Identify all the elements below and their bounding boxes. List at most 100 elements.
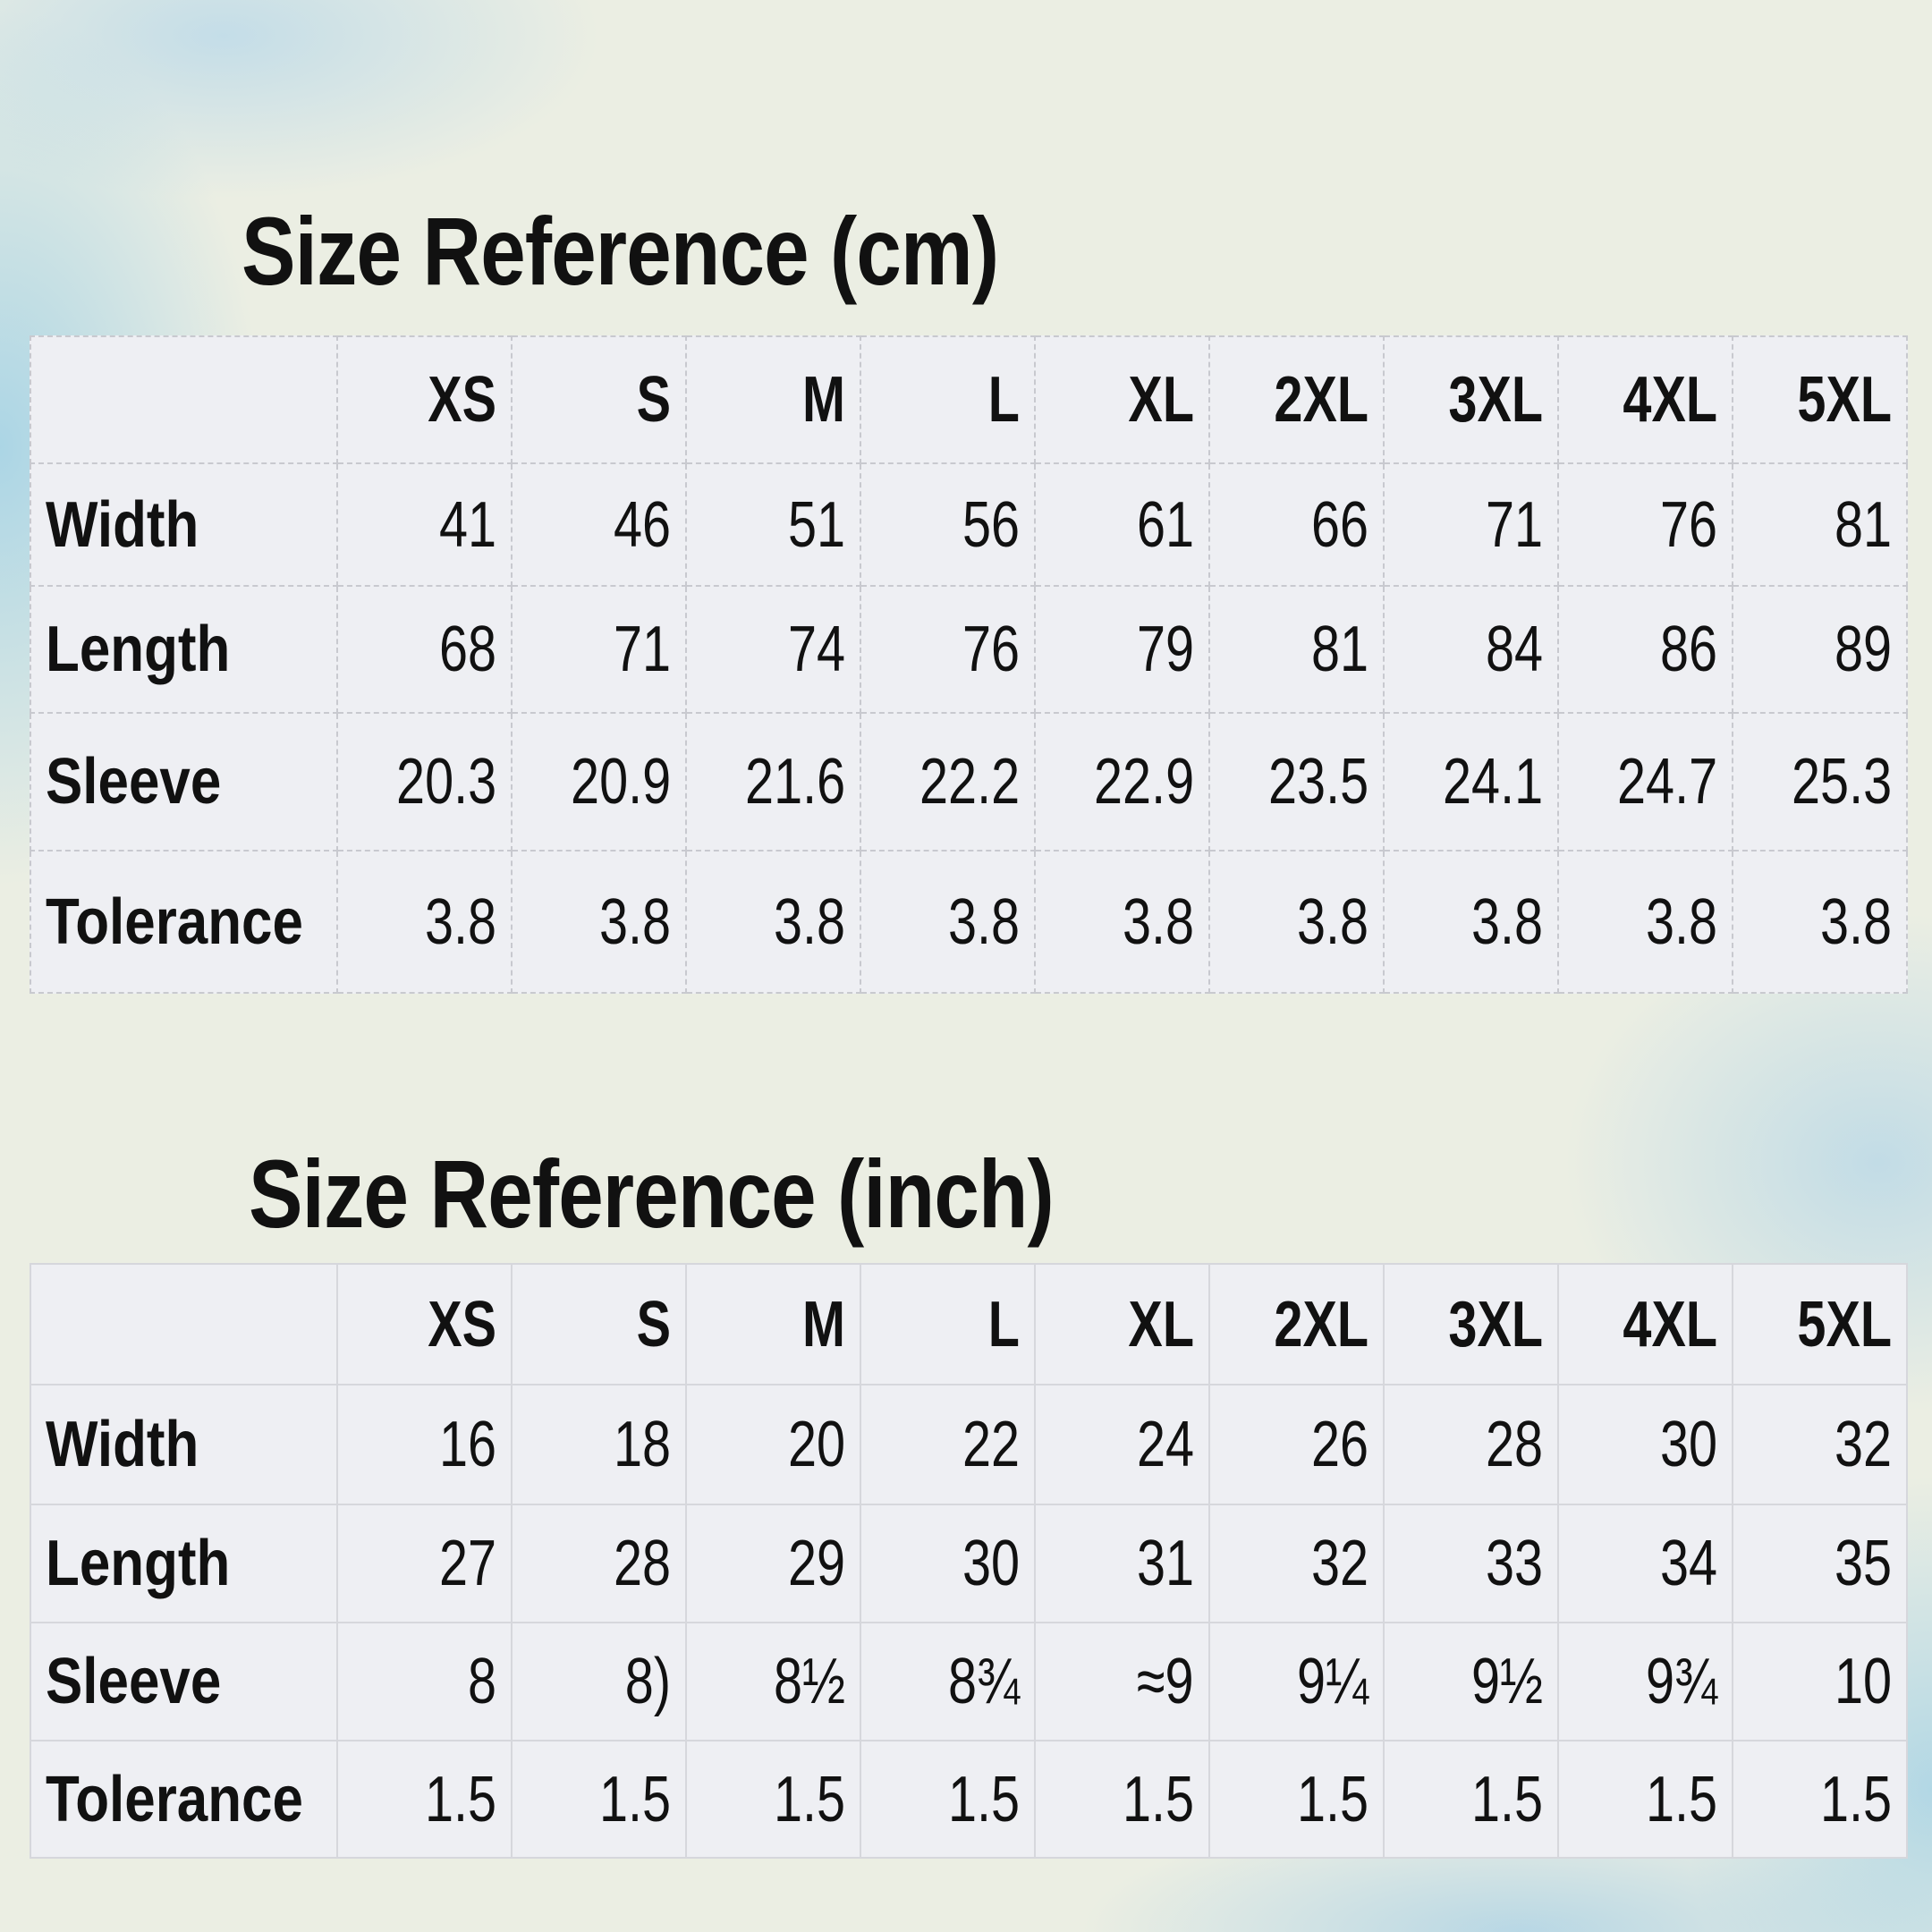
size-header-2xl: 2XL [1208,1263,1385,1385]
value-cell: 71 [511,585,687,714]
value-cell: 32 [1732,1384,1908,1505]
value-cell: 1.5 [685,1740,861,1859]
value-cell: 3.8 [1034,850,1210,994]
value-cell: 29 [685,1504,861,1623]
inch-table-title: Size Reference (inch) [249,1140,1055,1248]
value-cell: 3.8 [685,850,861,994]
value-cell: 81 [1208,585,1385,714]
value-cell: 25.3 [1732,712,1908,852]
value-cell: 20.3 [336,712,513,852]
size-header-3xl: 3XL [1383,335,1559,464]
size-header-l: L [860,335,1036,464]
size-header-4xl: 4XL [1557,1263,1733,1385]
value-cell: 9¼ [1208,1622,1385,1741]
value-cell: 30 [860,1504,1036,1623]
value-cell: 46 [511,462,687,587]
value-cell: 3.8 [1208,850,1385,994]
table-row-sleeve: Sleeve 8 8) 8½ 8¾ ≈9 9¼ 9½ 9¾ 10 [30,1622,1908,1741]
table-row-length: Length 68 71 74 76 79 81 84 86 89 [30,585,1908,714]
value-cell: 20.9 [511,712,687,852]
value-cell: 27 [336,1504,513,1623]
table-row-length: Length 27 28 29 30 31 32 33 34 35 [30,1504,1908,1623]
row-label: Length [30,585,338,714]
value-cell: 24.1 [1383,712,1559,852]
value-cell: 3.8 [511,850,687,994]
value-cell: 31 [1034,1504,1210,1623]
value-cell: 1.5 [1383,1740,1559,1859]
value-cell: 1.5 [1034,1740,1210,1859]
value-cell: 30 [1557,1384,1733,1505]
value-cell: 79 [1034,585,1210,714]
value-cell: 8½ [685,1622,861,1741]
size-header-m: M [685,335,861,464]
row-label: Width [30,1384,338,1505]
value-cell: 23.5 [1208,712,1385,852]
value-cell: 41 [336,462,513,587]
row-label: Width [30,462,338,587]
size-header-m: M [685,1263,861,1385]
corner-cell [30,335,338,464]
value-cell: 89 [1732,585,1908,714]
value-cell: 8 [336,1622,513,1741]
value-cell: 84 [1383,585,1559,714]
value-cell: 24 [1034,1384,1210,1505]
value-cell: 24.7 [1557,712,1733,852]
value-cell: 1.5 [336,1740,513,1859]
row-label: Tolerance [30,850,338,994]
value-cell: 3.8 [1557,850,1733,994]
table-row-tolerance: Tolerance 1.5 1.5 1.5 1.5 1.5 1.5 1.5 1.5 1.5 [30,1740,1908,1859]
value-cell: 76 [1557,462,1733,587]
size-header-4xl: 4XL [1557,335,1733,464]
value-cell: 68 [336,585,513,714]
size-header-l: L [860,1263,1036,1385]
value-cell: 32 [1208,1504,1385,1623]
value-cell: 16 [336,1384,513,1505]
size-header-xs: XS [336,335,513,464]
size-header-2xl: 2XL [1208,335,1385,464]
value-cell: 33 [1383,1504,1559,1623]
size-header-5xl: 5XL [1732,1263,1908,1385]
value-cell: 3.8 [1383,850,1559,994]
table-row-sleeve: Sleeve 20.3 20.9 21.6 22.2 22.9 23.5 24.1 24.7 25… [30,712,1908,852]
size-header-5xl: 5XL [1732,335,1908,464]
value-cell: 21.6 [685,712,861,852]
value-cell: 9½ [1383,1622,1559,1741]
table-row-width: Width 16 18 20 22 24 26 28 30 32 [30,1384,1908,1505]
size-header-s: S [511,1263,687,1385]
header-row: XS S M L XL 2XL 3XL 4XL 5XL [30,1263,1908,1385]
value-cell: 76 [860,585,1036,714]
value-cell: 22.2 [860,712,1036,852]
table-row-tolerance: Tolerance 3.8 3.8 3.8 3.8 3.8 3.8 3.8 3.8 3.8 [30,850,1908,994]
value-cell: 22 [860,1384,1036,1505]
size-header-xl: XL [1034,1263,1210,1385]
value-cell: 81 [1732,462,1908,587]
value-cell: 9¾ [1557,1622,1733,1741]
value-cell: 3.8 [1732,850,1908,994]
cm-table-title: Size Reference (cm) [242,197,999,305]
value-cell: 8) [511,1622,687,1741]
value-cell: 1.5 [1732,1740,1908,1859]
value-cell: ≈9 [1034,1622,1210,1741]
value-cell: 18 [511,1384,687,1505]
value-cell: 3.8 [336,850,513,994]
value-cell: 74 [685,585,861,714]
size-header-s: S [511,335,687,464]
value-cell: 71 [1383,462,1559,587]
size-header-xl: XL [1034,335,1210,464]
value-cell: 86 [1557,585,1733,714]
value-cell: 51 [685,462,861,587]
value-cell: 34 [1557,1504,1733,1623]
row-label: Sleeve [30,712,338,852]
value-cell: 22.9 [1034,712,1210,852]
value-cell: 10 [1732,1622,1908,1741]
value-cell: 28 [511,1504,687,1623]
value-cell: 66 [1208,462,1385,587]
row-label: Length [30,1504,338,1623]
value-cell: 26 [1208,1384,1385,1505]
value-cell: 1.5 [1208,1740,1385,1859]
table-row-width: Width 41 46 51 56 61 66 71 76 81 [30,462,1908,587]
row-label: Sleeve [30,1622,338,1741]
corner-cell [30,1263,338,1385]
cm-size-table: XS S M L XL 2XL 3XL 4XL 5XL Width 41 46 51 56 61 66 71 76… [30,335,1908,994]
value-cell: 35 [1732,1504,1908,1623]
